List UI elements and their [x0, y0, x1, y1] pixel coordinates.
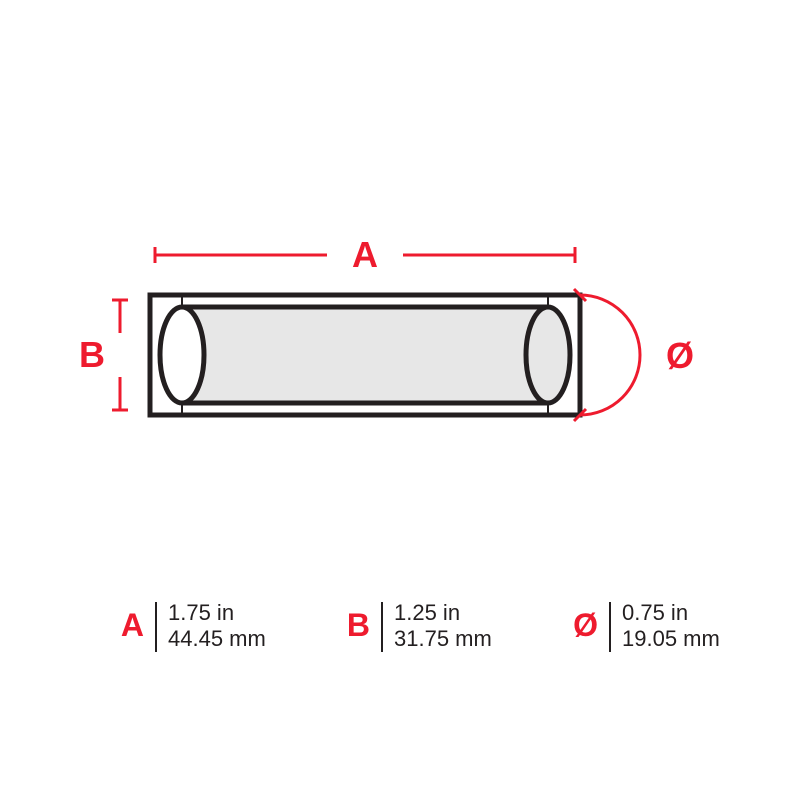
- legend-value-in: 1.25 in: [394, 600, 460, 625]
- dim-b-label: B: [79, 334, 105, 375]
- dim-a-label: A: [352, 234, 378, 275]
- legend-letter: A: [121, 607, 144, 643]
- dimension-diagram: A B Ø A 1.75 in44.45 mm B 1.25 in31.75 mm Ø 0.75…: [0, 0, 800, 800]
- dim-dia-arc: [580, 295, 640, 415]
- cylinder-end-right: [526, 307, 570, 403]
- legend-value-in: 0.75 in: [622, 600, 688, 625]
- dim-dia-label: Ø: [666, 335, 694, 376]
- legend-value-mm: 31.75 mm: [394, 626, 492, 651]
- legend-value-in: 1.75 in: [168, 600, 234, 625]
- legend-letter: B: [347, 607, 370, 643]
- cylinder-body: [182, 307, 548, 403]
- cylinder-end-left: [160, 307, 204, 403]
- legend-letter: Ø: [573, 607, 598, 643]
- legend-value-mm: 44.45 mm: [168, 626, 266, 651]
- legend-value-mm: 19.05 mm: [622, 626, 720, 651]
